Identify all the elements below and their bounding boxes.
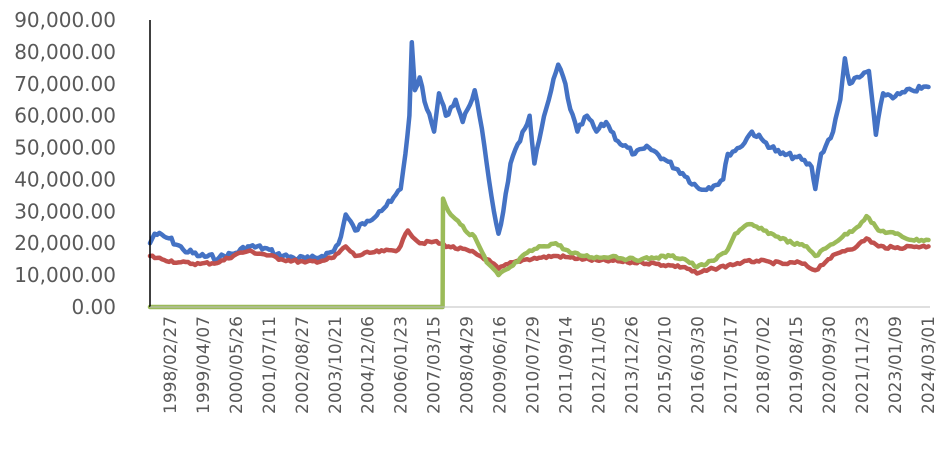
y-tick-label: 0.00 (71, 295, 116, 319)
x-tick-label: 2007/03/15 (425, 316, 445, 414)
y-tick-label: 10,000.00 (14, 263, 116, 287)
x-tick-label: 2004/12/06 (359, 316, 379, 414)
y-tick-label: 50,000.00 (14, 136, 116, 160)
y-axis-tick-labels: 0.00 10,000.00 20,000.00 30,000.00 40,000.00… (14, 8, 116, 319)
x-tick-label: 2001/07/11 (260, 316, 280, 414)
x-tick-label: 2009/06/16 (491, 316, 511, 414)
series-line-2 (147, 228, 931, 276)
x-tick-label: 2002/08/27 (293, 316, 313, 414)
x-tick-label: 2015/02/10 (655, 316, 675, 414)
x-tick-label: 1999/04/07 (194, 316, 214, 414)
x-tick-label: 2016/03/30 (688, 316, 708, 414)
y-tick-label: 40,000.00 (14, 167, 116, 191)
y-tick-label: 90,000.00 (14, 8, 116, 32)
x-tick-label: 2010/07/29 (524, 316, 544, 414)
x-tick-label: 2000/05/26 (227, 316, 247, 414)
x-tick-label: 2011/09/14 (556, 316, 576, 414)
series-line-1 (147, 40, 931, 263)
x-tick-label: 2003/10/21 (326, 316, 346, 414)
x-tick-label: 2024/03/01 (919, 316, 939, 414)
x-tick-label: 2008/04/29 (458, 316, 478, 414)
x-tick-label: 2017/05/17 (721, 316, 741, 414)
y-tick-label: 70,000.00 (14, 72, 116, 96)
x-tick-label: 2018/07/02 (754, 316, 774, 414)
x-tick-label: 2020/09/30 (820, 316, 840, 414)
x-tick-label: 2023/01/09 (886, 316, 906, 414)
y-tick-label: 60,000.00 (14, 104, 116, 128)
series-lines (147, 40, 931, 310)
y-tick-label: 80,000.00 (14, 40, 116, 64)
y-tick-label: 30,000.00 (14, 199, 116, 223)
x-tick-label: 2006/01/23 (392, 316, 412, 414)
x-tick-label: 2021/11/23 (853, 316, 873, 414)
series-line-3 (147, 196, 931, 310)
y-tick-label: 20,000.00 (14, 231, 116, 255)
x-tick-label: 2012/11/05 (589, 316, 609, 414)
x-tick-label: 2019/08/15 (787, 316, 807, 414)
x-tick-label: 2013/12/26 (622, 316, 642, 414)
x-axis-tick-labels: 1998/02/27 1999/04/07 2000/05/26 2001/07/11… (161, 316, 939, 414)
x-tick-label: 1998/02/27 (161, 316, 181, 414)
